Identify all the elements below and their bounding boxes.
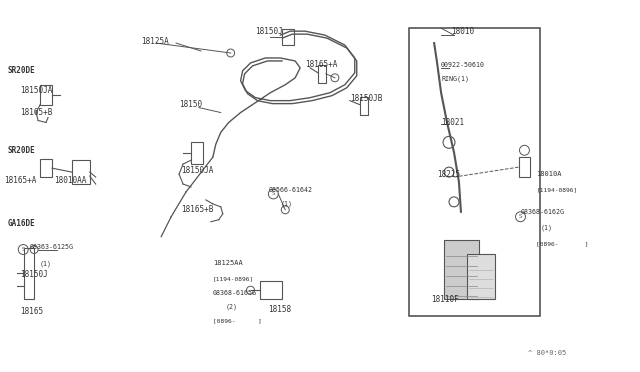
Bar [72,160,90,184]
Text: GA16DE: GA16DE [7,219,35,228]
Text: SR20DE: SR20DE [7,146,35,155]
Bar [518,157,531,177]
Text: SR20DE: SR20DE [7,66,35,76]
Bar [40,159,52,177]
Text: S: S [519,214,522,219]
Text: (1): (1) [540,224,552,231]
Text: 08368-6165G: 08368-6165G [213,290,257,296]
Text: 18215: 18215 [437,170,460,179]
Bar [191,142,203,164]
Text: 18150: 18150 [179,100,202,109]
Text: [1194-0896]: [1194-0896] [213,277,254,282]
Bar [260,281,282,299]
Text: 18165+A: 18165+A [305,60,337,70]
Text: 18021: 18021 [441,118,464,127]
Text: (1): (1) [40,260,52,267]
Bar [40,85,52,105]
Text: 08566-61642: 08566-61642 [268,187,312,193]
Text: 18150JA: 18150JA [20,86,52,95]
Text: 18010A: 18010A [536,171,562,177]
Bar [360,97,367,115]
Text: 18125A: 18125A [141,36,169,46]
Bar [467,254,495,299]
Text: 18158: 18158 [268,305,291,314]
Text: 18150JA: 18150JA [181,166,213,174]
Bar [24,247,34,299]
Text: 18150J: 18150J [20,270,48,279]
Text: ^ 80*0:05: ^ 80*0:05 [529,350,566,356]
Text: 18165+B: 18165+B [20,108,52,117]
Text: RING(1): RING(1) [441,76,469,82]
Bar [444,240,479,299]
Text: 18150J: 18150J [255,27,284,36]
Text: 18150JB: 18150JB [350,94,382,103]
Text: [1194-0896]: [1194-0896] [536,187,578,192]
Text: 18165+A: 18165+A [4,176,36,185]
Bar [282,29,294,45]
Text: 08368-6162G: 08368-6162G [520,209,564,215]
Text: 18165+B: 18165+B [181,205,213,214]
Text: S: S [22,247,25,252]
Text: (2): (2) [226,304,237,310]
Text: 18010AA: 18010AA [54,176,86,185]
Bar [318,65,326,83]
Text: [0896-       ]: [0896- ] [536,241,589,246]
Text: 18110F: 18110F [431,295,459,304]
Text: 18125AA: 18125AA [213,260,243,266]
Bar [410,28,540,316]
Text: 18010: 18010 [451,27,474,36]
Text: 00922-50610: 00922-50610 [441,62,485,68]
Text: S: S [271,192,275,196]
Text: [0896-      ]: [0896- ] [213,318,262,324]
Text: 08363-6125G: 08363-6125G [29,244,73,250]
Text: 18165: 18165 [20,307,44,315]
Text: (1): (1) [280,201,292,207]
